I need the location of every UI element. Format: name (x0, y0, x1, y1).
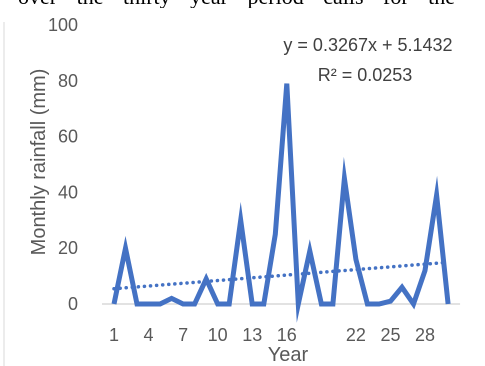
y-tick-label: 80 (58, 71, 78, 91)
x-tick-label: 25 (380, 325, 400, 345)
y-tick-label: 60 (58, 127, 78, 147)
x-tick-label: 22 (346, 325, 366, 345)
x-tick-label: 13 (242, 325, 262, 345)
x-tick-label: 4 (144, 325, 154, 345)
x-tick-label: 1 (109, 325, 119, 345)
y-tick-label: 0 (68, 294, 78, 314)
caption-fragment: over the thirty year period calls for th… (18, 0, 485, 8)
x-tick-label: 28 (415, 325, 435, 345)
series-line-rainfall (111, 83, 451, 323)
y-axis-title: Monthly rainfall (mm) (28, 69, 50, 256)
trendline-r-squared: R² = 0.0253 (318, 65, 413, 85)
x-tick-label: 10 (208, 325, 228, 345)
y-tick-label: 100 (48, 15, 78, 35)
x-axis-ticks: 1 4 7 10 13 16 22 25 28 (109, 325, 435, 345)
y-axis-ticks: 0 20 40 60 80 100 (48, 15, 78, 314)
trendline (112, 260, 450, 291)
y-tick-label: 20 (58, 238, 78, 258)
y-tick-label: 40 (58, 182, 78, 202)
x-axis-title: Year (268, 344, 309, 366)
x-tick-label: 16 (277, 325, 297, 345)
x-tick-label: 7 (178, 325, 188, 345)
trendline-equation: y = 0.3267x + 5.1432 (283, 35, 452, 55)
